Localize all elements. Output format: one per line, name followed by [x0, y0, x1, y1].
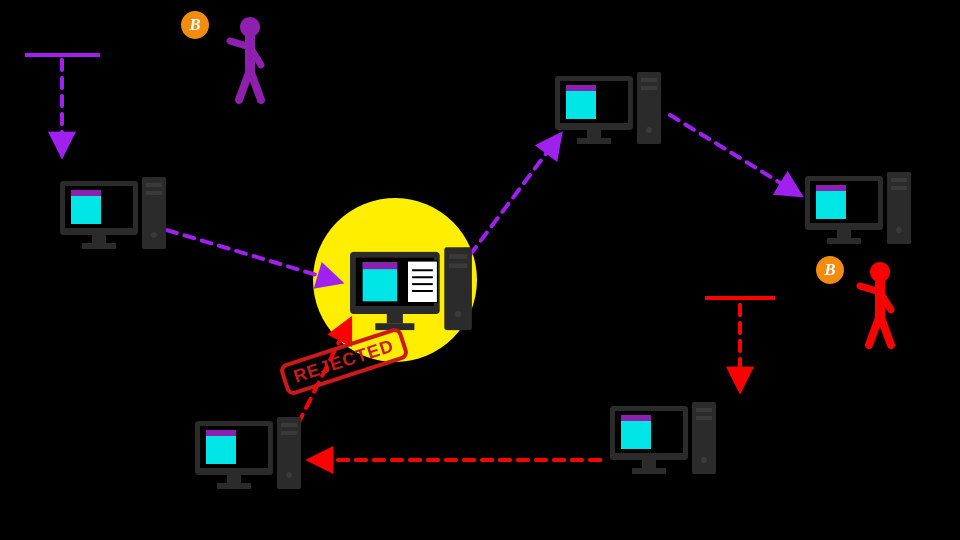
computer-icon — [805, 170, 915, 260]
person-icon — [225, 15, 275, 105]
svg-text:B: B — [188, 15, 200, 34]
edge — [150, 225, 340, 282]
computer-node — [60, 175, 170, 270]
computer-node — [555, 70, 665, 165]
computer-icon — [195, 415, 305, 505]
bitcoin-coin: B — [181, 11, 209, 44]
svg-text:B: B — [823, 260, 835, 279]
computer-icon — [350, 245, 477, 349]
person-node — [855, 260, 905, 355]
computer-node — [610, 400, 720, 495]
computer-icon — [555, 70, 665, 160]
person-node — [225, 15, 275, 110]
edge — [670, 115, 800, 195]
person-icon — [855, 260, 905, 350]
computer-icon — [60, 175, 170, 265]
bitcoin-coin: B — [816, 256, 844, 289]
edge — [470, 135, 560, 255]
computer-node — [805, 170, 915, 265]
diagram-stage: B B REJECTED — [0, 0, 960, 540]
computer-node — [195, 415, 305, 510]
computer-icon — [610, 400, 720, 490]
